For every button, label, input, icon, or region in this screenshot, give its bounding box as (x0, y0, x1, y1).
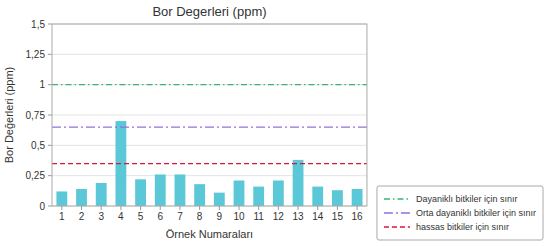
tick-mark (48, 145, 52, 146)
y-axis: 0 0,25 0,5 0,75 1 1,25 1,5 (26, 19, 52, 212)
reference-line (52, 84, 367, 85)
tick-label: 2 (79, 211, 85, 222)
bar (253, 187, 264, 206)
bar (234, 181, 245, 206)
y-axis-label: Bor Değerleri (ppm) (3, 67, 15, 164)
title: Bor Degerleri (ppm) (152, 4, 266, 19)
tick-mark (120, 206, 121, 210)
tick-mark (48, 24, 52, 25)
bar (135, 179, 146, 206)
tick-mark (239, 206, 240, 210)
legend-label: Dayaniklı bitkiler için sınır (416, 194, 518, 204)
tick-label: 6 (157, 211, 163, 222)
tick-mark (48, 115, 52, 116)
plot-frame (52, 24, 367, 206)
tick-label: 1 (39, 79, 45, 90)
legend-swatch (384, 226, 410, 228)
bar (293, 160, 304, 206)
tick-mark (140, 206, 141, 210)
reference-line (52, 163, 367, 164)
grid-line (52, 145, 367, 146)
reference-line (52, 126, 367, 127)
tick-label: 9 (217, 211, 223, 222)
tick-label: 5 (138, 211, 144, 222)
tick-mark (219, 206, 220, 210)
tick-mark (357, 206, 358, 210)
bar (352, 189, 363, 206)
bar (175, 174, 186, 206)
grid-line (52, 54, 367, 55)
tick-label: 12 (273, 211, 285, 222)
tick-mark (81, 206, 82, 210)
bar (214, 193, 225, 206)
tick-mark (160, 206, 161, 210)
grid (52, 24, 367, 206)
tick-mark (101, 206, 102, 210)
bar (96, 183, 107, 206)
tick-mark (48, 84, 52, 85)
legend-box (377, 186, 543, 240)
tick-label: 3 (98, 211, 104, 222)
bar (76, 189, 87, 206)
tick-label: 0,5 (31, 140, 45, 151)
tick-label: 4 (118, 211, 124, 222)
tick-label: 1 (59, 211, 65, 222)
bar (155, 174, 166, 206)
tick-label: 13 (292, 211, 304, 222)
grid-line (52, 175, 367, 176)
grid-line (52, 115, 367, 116)
tick-mark (48, 54, 52, 55)
tick-label: 15 (332, 211, 344, 222)
tick-label: 14 (312, 211, 324, 222)
legend-label: Orta dayaniklı bitkiler için sınır (416, 208, 536, 218)
tick-mark (278, 206, 279, 210)
bar (332, 190, 343, 206)
tick-mark (298, 206, 299, 210)
tick-label: 16 (352, 211, 364, 222)
tick-mark (48, 175, 52, 176)
tick-label: 7 (177, 211, 183, 222)
tick-mark (199, 206, 200, 210)
tick-mark (48, 206, 52, 207)
tick-label: 0 (39, 201, 45, 212)
tick-label: 1,5 (31, 19, 45, 30)
grid-line (52, 84, 367, 85)
bar (194, 184, 205, 206)
tick-mark (61, 206, 62, 210)
tick-label: 10 (233, 211, 245, 222)
tick-label: 11 (253, 211, 264, 222)
x-axis-label: Örnek Numaraları (166, 228, 253, 240)
tick-mark (258, 206, 259, 210)
tick-label: 0,75 (26, 110, 46, 121)
legend: Dayaniklı bitkiler için sınır Orta dayani… (384, 194, 536, 232)
legend-label: hassas bitkiler için sınır (416, 222, 509, 232)
marks (52, 85, 367, 206)
bar (312, 187, 323, 206)
bar (273, 181, 284, 206)
legend-swatch (384, 212, 410, 214)
x-axis: 12345678910111213141516 (59, 206, 363, 222)
tick-mark (179, 206, 180, 210)
tick-label: 1,25 (26, 49, 46, 60)
bar (56, 191, 67, 206)
tick-label: 8 (197, 211, 203, 222)
tick-mark (337, 206, 338, 210)
tick-label: 0,25 (26, 170, 46, 181)
legend-swatch (384, 198, 410, 200)
tick-mark (317, 206, 318, 210)
